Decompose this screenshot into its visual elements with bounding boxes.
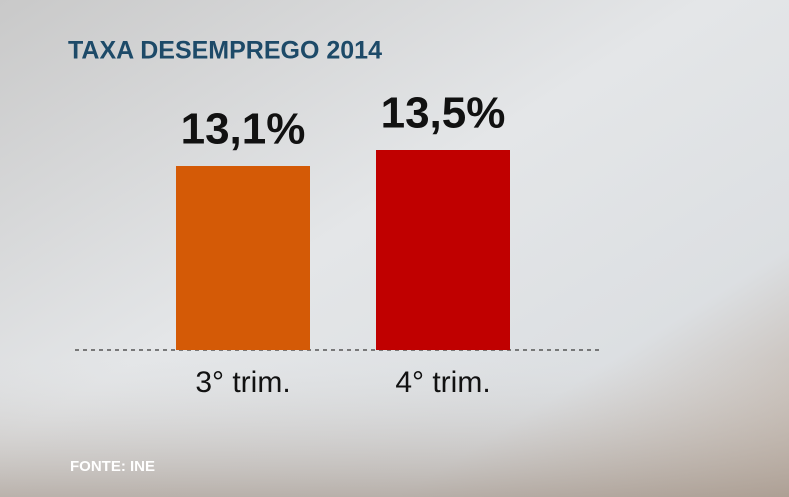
value-label: 13,1% (181, 105, 306, 154)
source: FONTE: INE (70, 458, 155, 475)
bar (176, 166, 310, 350)
category-label: 4° trim. (395, 366, 490, 399)
value-label: 13,5% (381, 89, 506, 138)
category-label: 3° trim. (195, 366, 290, 399)
background-floor (0, 360, 789, 497)
bar (376, 150, 510, 350)
chart-title: TAXA DESEMPREGO 2014 (68, 37, 382, 65)
